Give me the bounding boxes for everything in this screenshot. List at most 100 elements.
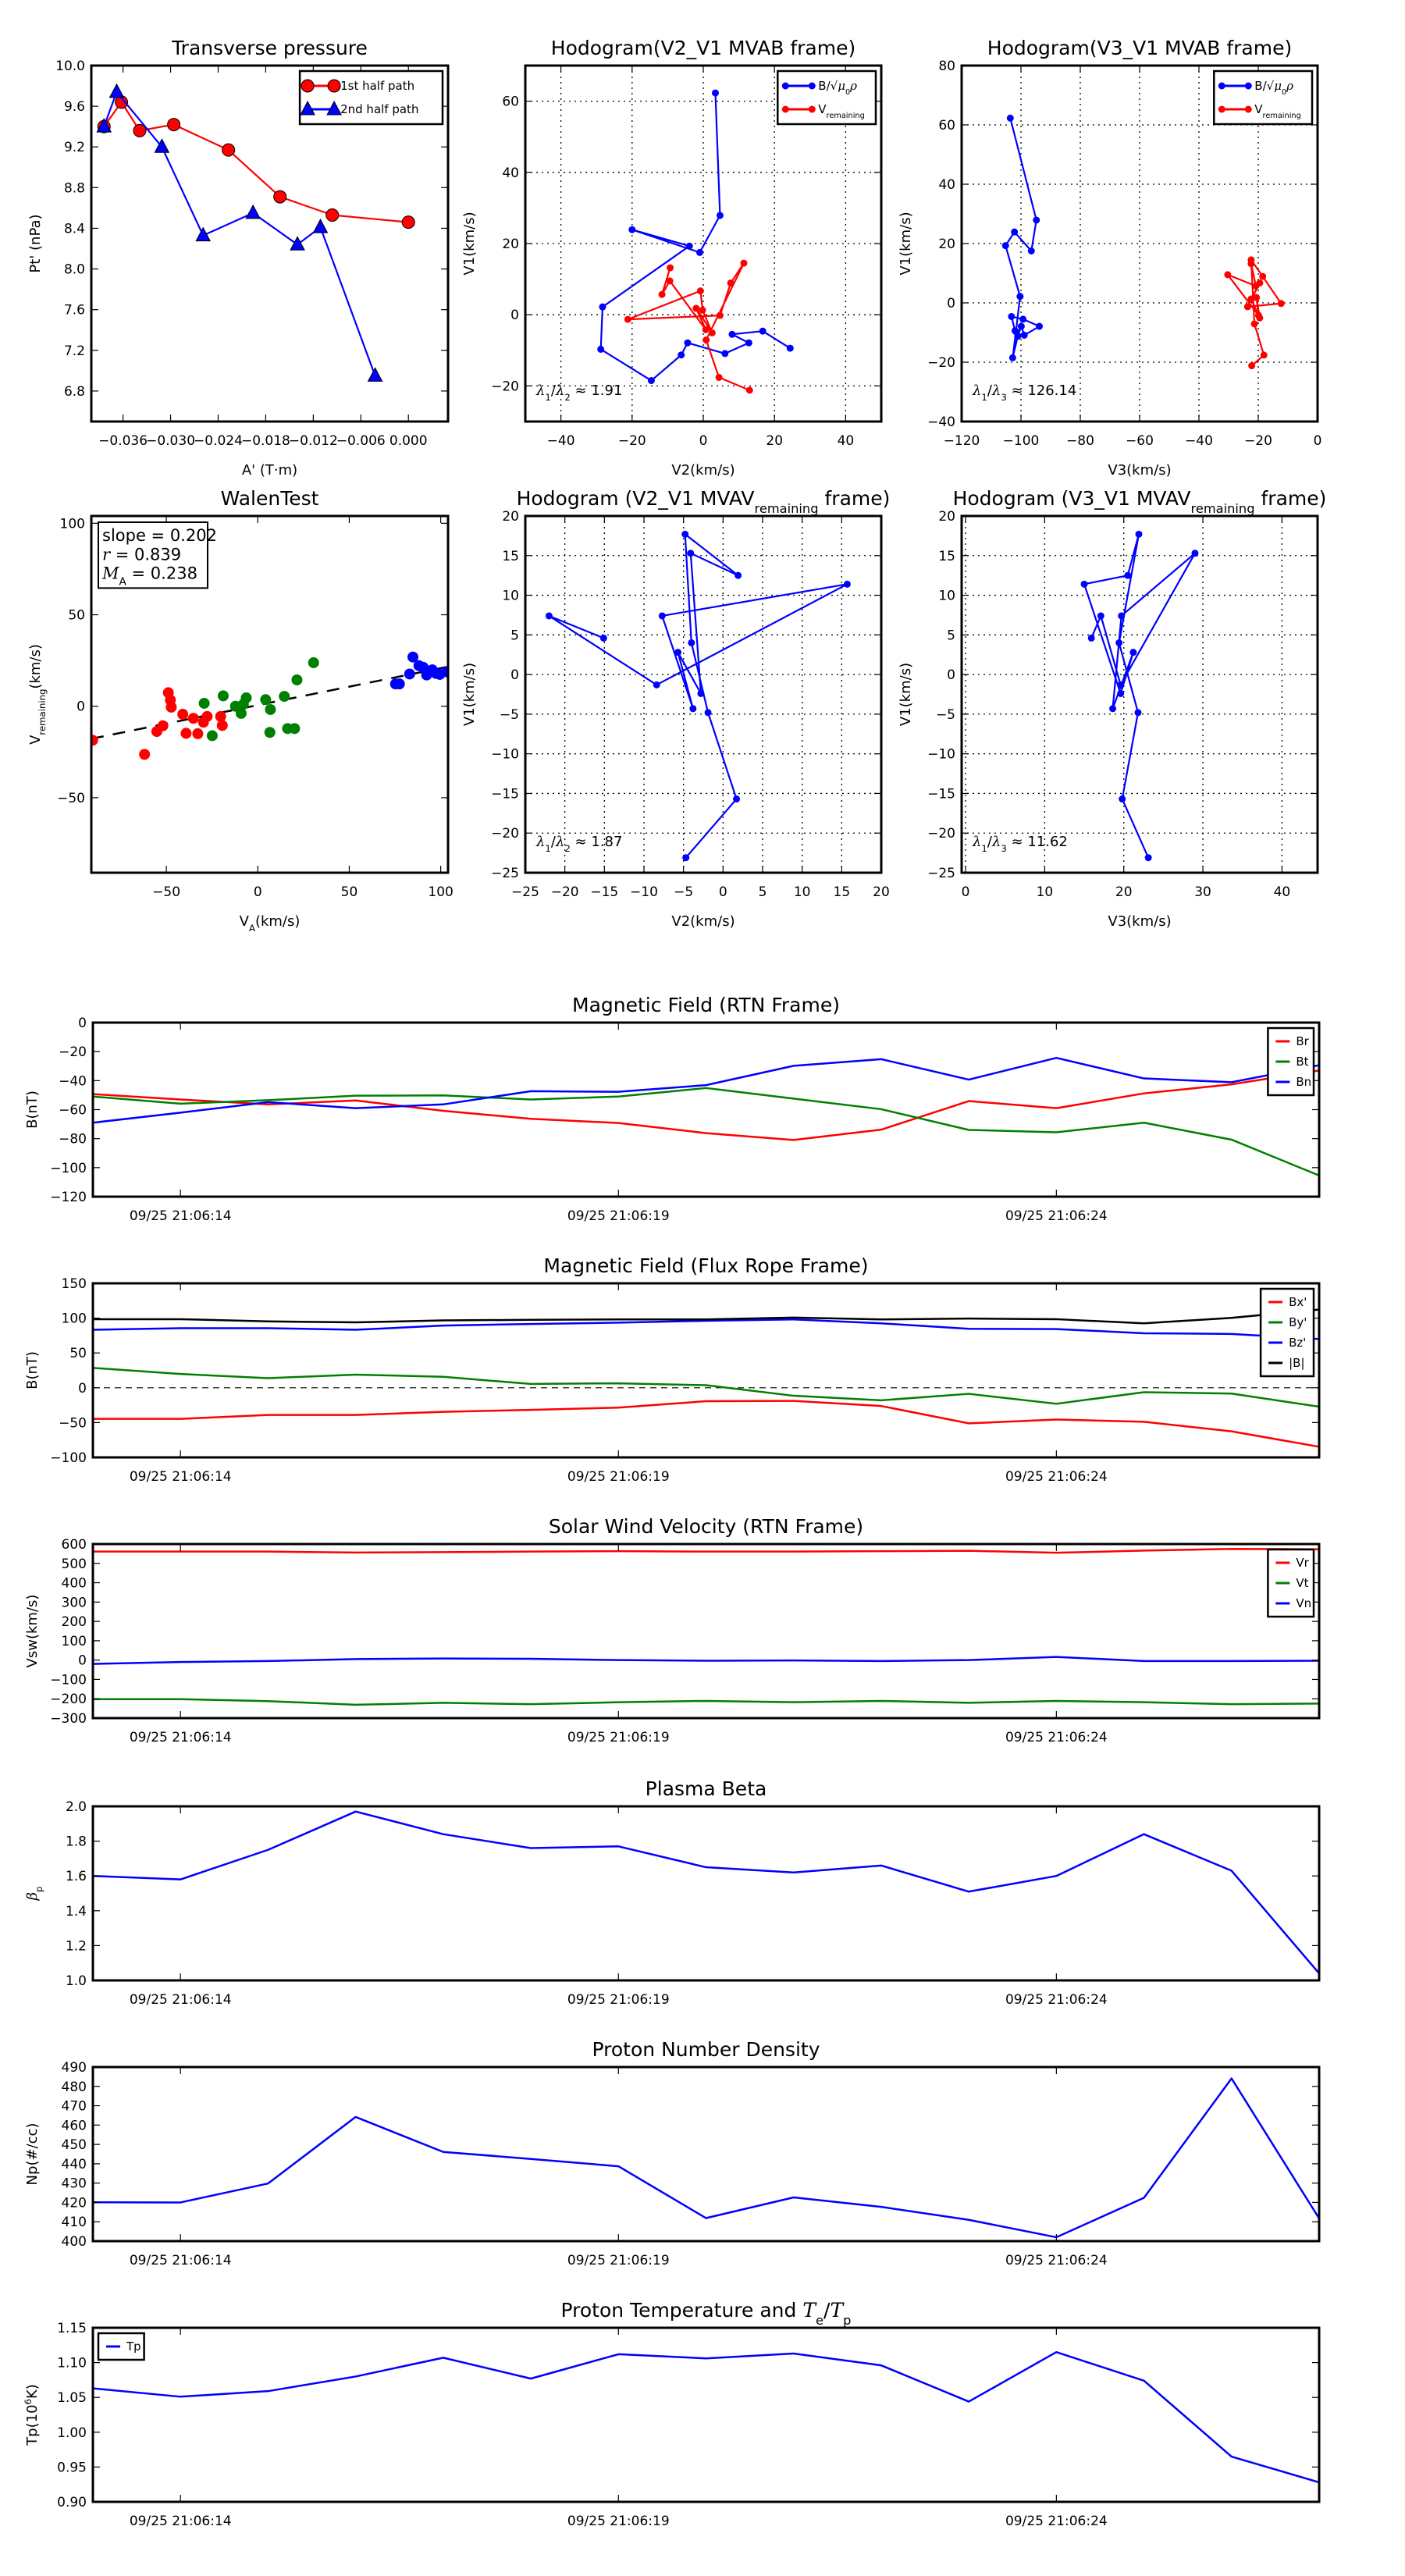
y-tick-label: 10	[502, 589, 519, 604]
magnetic-field-flux-rope-panel: 09/25 21:06:14 09/25 21:06:19 09/25 21:06:…	[24, 1254, 1321, 1485]
x-tick-label: 20	[766, 433, 783, 449]
x-tick-label: 0	[719, 884, 727, 900]
y-tick-label: −60	[59, 1103, 87, 1119]
eigenvalue-ratio-annotation: λ1/λ3 ≈ 11.62	[972, 834, 1068, 854]
x-tick-label: 09/25 21:06:24	[1005, 1469, 1108, 1485]
series-1-point	[1243, 303, 1251, 311]
x-axis-label: V2(km/s)	[671, 913, 735, 930]
axes-frame	[91, 1542, 1321, 1720]
series-1-point	[195, 226, 212, 242]
text-fragment: 470	[62, 2099, 87, 2115]
text-fragment: Hodogram (V3_V1 MVAV	[953, 487, 1191, 510]
legend-entry: B/√μ0ρ	[1218, 79, 1293, 97]
series-0	[1001, 114, 1044, 361]
series-0-point	[733, 795, 741, 803]
text-fragment: 2	[564, 843, 570, 854]
legend-marker	[327, 79, 341, 93]
text-fragment: Bx'	[1289, 1295, 1307, 1309]
text-fragment: B(nT)	[24, 1091, 41, 1129]
text-fragment: 09/25 21:06:24	[1005, 1469, 1108, 1485]
series-1-point	[702, 336, 710, 344]
x-tick-label: −25	[511, 884, 539, 900]
text-fragment: 420	[62, 2195, 87, 2211]
text-fragment: 480	[62, 2080, 87, 2095]
legend-entry: Br	[1275, 1034, 1310, 1048]
x-tick-label: −20	[551, 884, 579, 900]
walen-stat-line: MA = 0.238	[101, 564, 197, 588]
y-tick-label: 0	[78, 1381, 87, 1397]
text-fragment: ≈ 11.62	[1007, 834, 1068, 850]
series-0-point	[721, 350, 729, 358]
x-axis-label: V2(km/s)	[671, 462, 735, 479]
text-fragment: 1.2	[66, 1938, 87, 1954]
x-tick-label: −20	[1244, 433, 1272, 449]
text-fragment: /	[551, 382, 557, 399]
text-fragment: −0.024	[194, 433, 243, 449]
text-fragment: 1.8	[66, 1834, 87, 1850]
y-tick-label: 40	[938, 177, 955, 193]
y-tick-label: 410	[62, 2215, 87, 2230]
text-fragment: 0	[78, 1016, 87, 1031]
legend-label: Vremaining	[1254, 102, 1301, 120]
series-0-point	[139, 749, 151, 760]
legend-marker	[808, 105, 816, 113]
magnetic-field-rtn-panel: 09/25 21:06:14 09/25 21:06:19 09/25 21:06:…	[24, 994, 1321, 1224]
plot-area	[93, 1308, 1319, 1448]
y-tick-label: 50	[69, 1346, 87, 1361]
text-fragment: 0	[1282, 88, 1286, 97]
y-tick-label: 1.15	[57, 2321, 87, 2336]
text-fragment: 09/25 21:06:24	[1005, 1992, 1108, 2008]
text-fragment: λ	[991, 382, 1001, 399]
axes-frame	[91, 1021, 1321, 1198]
text-fragment: −5	[500, 707, 519, 723]
x-tick-label: 09/25 21:06:19	[567, 2514, 670, 2529]
axes-frame	[91, 1282, 1321, 1459]
text-fragment: 20	[766, 433, 783, 449]
text-fragment: T	[802, 2299, 817, 2322]
y-axis-label: V1(km/s)	[898, 663, 914, 726]
text-fragment: 20	[938, 237, 955, 252]
series-0-point	[157, 720, 169, 731]
legend: B/√μ0ρ Vremaining	[777, 69, 877, 126]
x-tick-label: −50	[152, 884, 180, 900]
plot-area	[91, 651, 448, 760]
y-tick-label: −15	[927, 786, 955, 802]
y-tick-label: −300	[50, 1711, 87, 1727]
text-fragment: 2	[564, 392, 570, 403]
text-fragment: 40	[838, 433, 855, 449]
y-tick-label: 150	[62, 1276, 87, 1292]
series-0-point	[1087, 634, 1095, 642]
text-fragment: e	[816, 2313, 823, 2328]
series-1-point	[745, 386, 753, 394]
legend-entry: B/√μ0ρ	[781, 79, 857, 97]
series-1	[198, 656, 319, 742]
text-fragment: Transverse pressure	[171, 37, 368, 59]
text-fragment: B(nT)	[24, 1351, 41, 1389]
chart-title: Transverse pressure	[171, 37, 368, 59]
legend-entry: |B|	[1268, 1356, 1305, 1370]
y-tick-label: 5	[947, 628, 955, 643]
text-fragment: −15	[491, 786, 519, 802]
text-fragment: 100	[428, 884, 453, 900]
text-fragment: 1	[981, 843, 987, 854]
text-fragment: 09/25 21:06:19	[567, 1992, 670, 2008]
legend-marker	[301, 79, 315, 93]
series-0-line	[93, 1400, 1319, 1448]
series-1	[624, 259, 753, 394]
x-tick-label: −15	[590, 884, 618, 900]
text-fragment: 1	[981, 392, 987, 403]
text-fragment: = 0.238	[126, 564, 197, 582]
series-1-point	[702, 326, 710, 333]
text-fragment: −5	[674, 884, 693, 900]
text-fragment: (km/s)	[255, 913, 300, 930]
series-0-point	[712, 89, 720, 97]
series-1-point	[667, 264, 674, 272]
text-fragment: −0.012	[289, 433, 338, 449]
series-0-point	[1001, 242, 1009, 250]
text-fragment: 30	[1194, 884, 1211, 900]
text-fragment: 5	[947, 628, 955, 643]
text-fragment: 10	[502, 589, 519, 604]
y-axis-label: βp	[24, 1887, 44, 1902]
text-fragment: V2(km/s)	[671, 462, 735, 479]
series-0	[97, 95, 415, 229]
